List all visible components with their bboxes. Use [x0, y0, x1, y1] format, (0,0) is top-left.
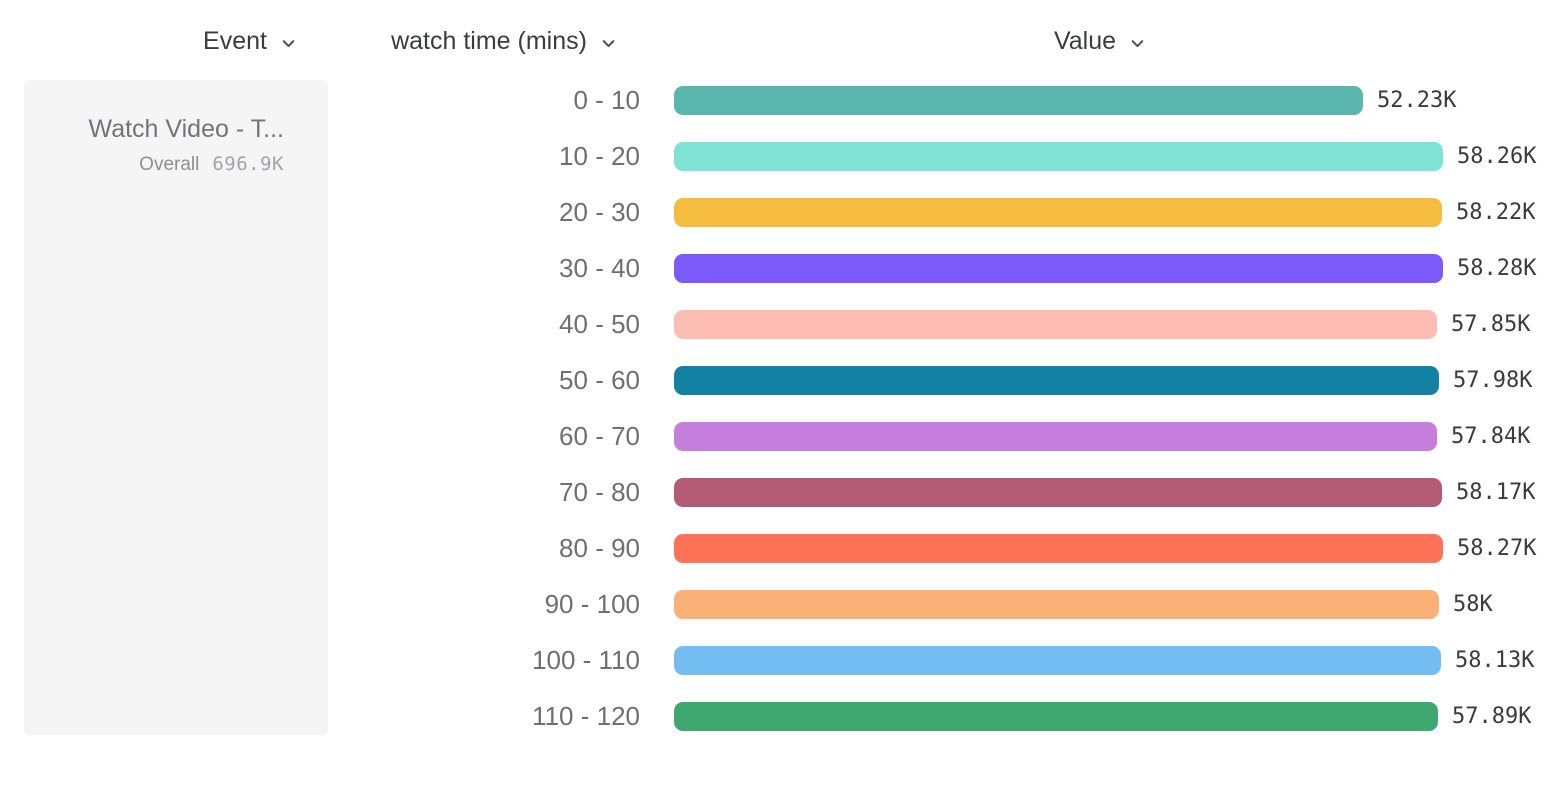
category-label: 100 - 110	[532, 644, 640, 675]
chevron-down-icon	[280, 35, 297, 52]
value-label: 58K	[1453, 591, 1493, 617]
breakdown-column-label: watch time (mins)	[391, 27, 587, 55]
chart-row: 60 - 70 57.84K	[0, 408, 1568, 464]
event-column-label: Event	[203, 27, 267, 55]
bar[interactable]	[674, 701, 1438, 731]
overall-value: 696.9K	[212, 152, 284, 175]
category-label: 10 - 20	[559, 140, 640, 171]
category-label: 0 - 10	[573, 84, 641, 115]
event-overall-row: Overall 696.9K	[42, 153, 284, 176]
category-label: 50 - 60	[559, 364, 640, 395]
category-label: 60 - 70	[559, 420, 640, 451]
chart-row: 70 - 80 58.17K	[0, 464, 1568, 520]
value-label: 57.85K	[1451, 311, 1531, 337]
event-card[interactable]: Watch Video - T... Overall 696.9K	[24, 80, 328, 735]
overall-label: Overall	[139, 153, 200, 175]
value-label: 57.84K	[1451, 423, 1531, 449]
category-label: 110 - 120	[532, 700, 640, 731]
event-title: Watch Video - T...	[88, 115, 284, 143]
bar[interactable]	[674, 589, 1439, 619]
category-label: 90 - 100	[544, 588, 640, 619]
value-label: 57.89K	[1452, 703, 1532, 729]
value-label: 57.98K	[1453, 367, 1533, 393]
chart-row: 20 - 30 58.22K	[0, 184, 1568, 240]
category-label: 30 - 40	[559, 252, 640, 283]
bar-chart: 0 - 10 52.23K 10 - 20 58.26K 20 - 30 58.…	[0, 72, 1568, 744]
value-label: 58.27K	[1457, 535, 1537, 561]
value-label: 58.26K	[1457, 143, 1537, 169]
category-label: 40 - 50	[559, 308, 640, 339]
bar[interactable]	[674, 309, 1437, 339]
chart-row: 40 - 50 57.85K	[0, 296, 1568, 352]
value-label: 58.28K	[1457, 255, 1537, 281]
value-label: 58.22K	[1456, 199, 1536, 225]
chevron-down-icon	[1129, 35, 1146, 52]
value-column-label: Value	[1053, 27, 1117, 55]
value-label: 58.13K	[1455, 647, 1535, 673]
chart-row: 100 - 110 58.13K	[0, 632, 1568, 688]
value-label: 52.23K	[1377, 87, 1457, 113]
bar[interactable]	[674, 365, 1439, 395]
chart-row: 30 - 40 58.28K	[0, 240, 1568, 296]
breakdown-column-header[interactable]: watch time (mins)	[391, 27, 617, 56]
category-label: 20 - 30	[559, 196, 640, 227]
bar[interactable]	[674, 197, 1442, 227]
bar[interactable]	[674, 645, 1441, 675]
chart-row: 10 - 20 58.26K	[0, 128, 1568, 184]
bar[interactable]	[674, 477, 1442, 507]
bar[interactable]	[674, 141, 1443, 171]
category-label: 70 - 80	[559, 476, 640, 507]
value-column-header[interactable]: Value	[1054, 27, 1146, 56]
chart-row: 80 - 90 58.27K	[0, 520, 1568, 576]
bar[interactable]	[674, 533, 1443, 563]
value-label: 58.17K	[1456, 479, 1536, 505]
chart-row: 0 - 10 52.23K	[0, 72, 1568, 128]
chart-row: 50 - 60 57.98K	[0, 352, 1568, 408]
bar[interactable]	[674, 421, 1437, 451]
bar[interactable]	[674, 85, 1363, 115]
event-column-header[interactable]: Event	[203, 27, 297, 56]
category-label: 80 - 90	[559, 532, 640, 563]
chart-row: 110 - 120 57.89K	[0, 688, 1568, 744]
chevron-down-icon	[600, 35, 617, 52]
bar[interactable]	[674, 253, 1443, 283]
chart-row: 90 - 100 58K	[0, 576, 1568, 632]
